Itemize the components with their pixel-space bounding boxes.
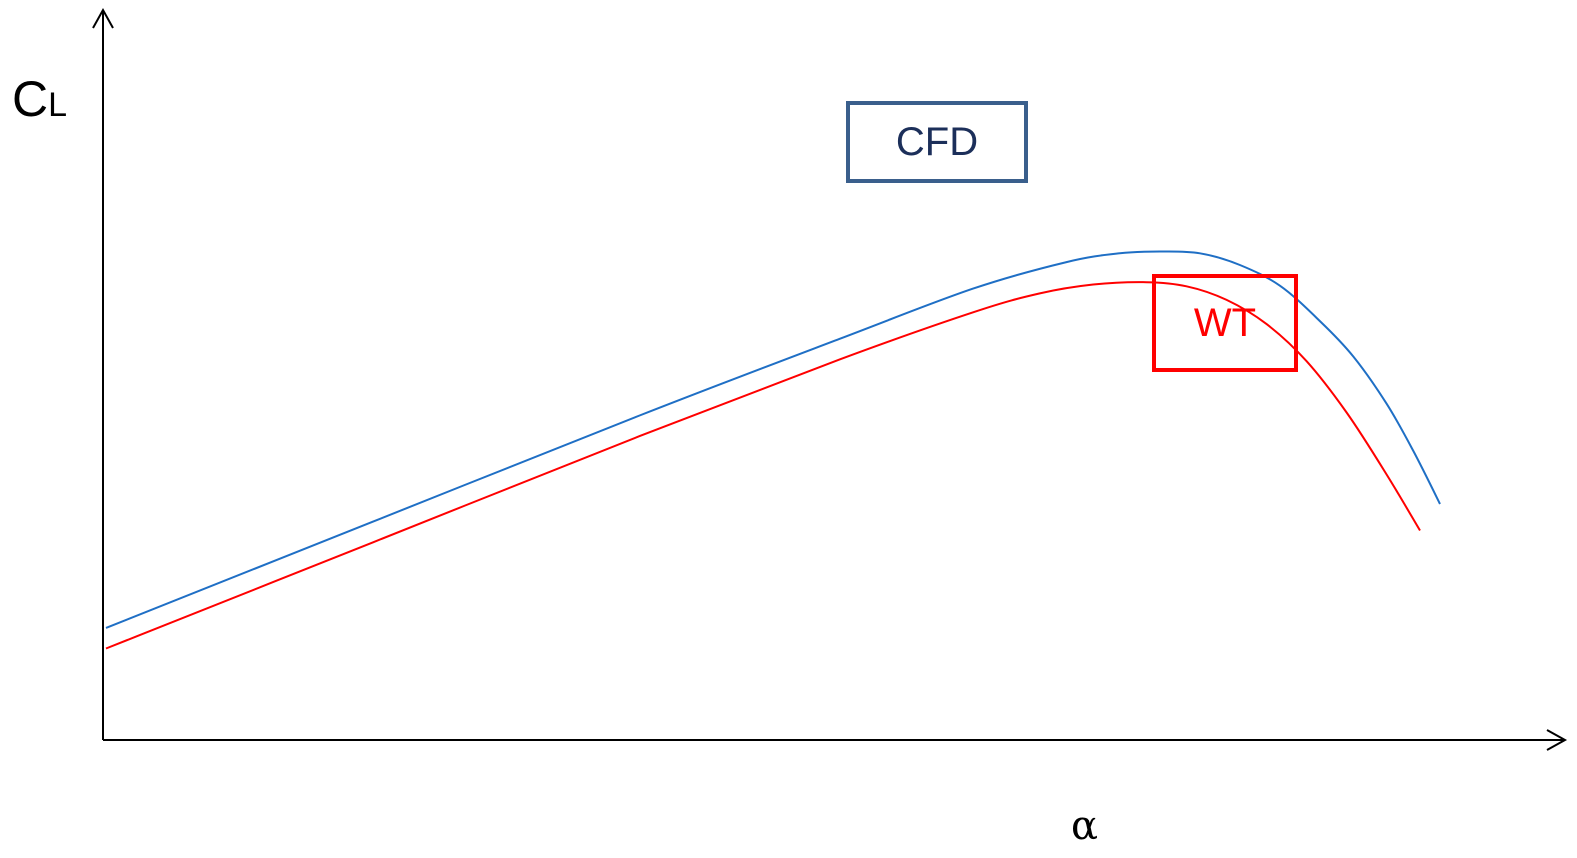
x-axis-label: α [1071, 803, 1099, 849]
axes [92, 7, 1568, 751]
legend-cfd: CFD [846, 101, 1028, 183]
series-line-cfd [105, 250, 1441, 629]
y-axis-label: CL [12, 74, 67, 124]
legend-wt-label: WT [1193, 300, 1257, 345]
x-axis-arrowhead [1546, 729, 1568, 751]
y-axis-label-main: C [12, 71, 49, 127]
series-line-wt [105, 281, 1421, 650]
series-layer [105, 250, 1441, 650]
legend-wt: WT [1152, 274, 1298, 372]
legend-cfd-label: CFD [895, 119, 979, 164]
y-axis-arrowhead [92, 7, 114, 29]
y-axis-label-subscript: L [48, 86, 68, 124]
